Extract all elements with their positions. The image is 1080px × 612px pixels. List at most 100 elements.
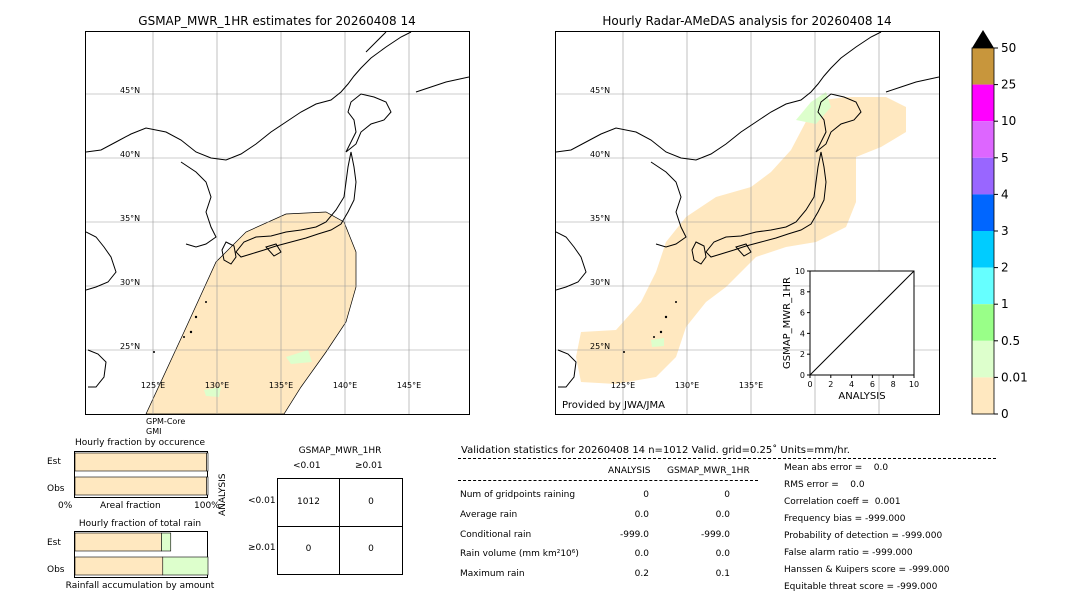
colorbar-tick-label: 2: [1001, 261, 1009, 275]
score-1: RMS error = 0.0: [784, 480, 865, 490]
rain-frac-bar-chart: [74, 531, 209, 578]
occ-bar-obs-rain: [74, 476, 207, 496]
scatter-inset: 0 2 4 6 8 10 0 2 4 6 8 10 ANALYSIS GSMAP_MWR_1HR: [782, 267, 919, 402]
left-lon-130: 130°E: [205, 381, 229, 390]
occ-xlabel: Areal fraction: [100, 501, 161, 511]
scatter-y-tick-label: 2: [800, 350, 805, 359]
vrow-1-gsmap: 0.0: [715, 510, 730, 520]
contingency-cell-01: 0: [368, 497, 374, 507]
vrow-2-analysis: -999.0: [619, 530, 649, 540]
scatter-x-tick-label: 8: [891, 380, 896, 389]
validation-col-analysis: ANALYSIS: [608, 466, 651, 476]
rain-frac-bar-est-moderate: [161, 532, 172, 552]
occ-tick-0: 0%: [58, 501, 73, 511]
right-lon-130: 130°E: [675, 381, 699, 390]
score-0: Mean abs error = 0.0: [784, 463, 889, 473]
right-rain-patch-north: [796, 92, 831, 124]
left-lat-30: 30°N: [120, 278, 140, 287]
right-lat-40: 40°N: [590, 150, 610, 159]
vrow-0-analysis: 0: [643, 490, 649, 500]
colorbar-segment: [972, 231, 994, 268]
colorbar-tick-label: 0.01: [1001, 370, 1028, 384]
vrow-1-analysis: 0.0: [634, 510, 649, 520]
colorbar-segments: [972, 48, 994, 414]
left-lat-labels: 45°N 40°N 35°N 30°N 25°N: [120, 86, 140, 351]
scatter-x-ticks: 0 2 4 6 8 10: [807, 375, 919, 389]
vrow-2-gsmap: -999.0: [700, 530, 730, 540]
scatter-x-tick-label: 4: [849, 380, 854, 389]
scatter-xlabel: ANALYSIS: [838, 391, 885, 402]
left-lat-40: 40°N: [120, 150, 140, 159]
colorbar-tick-label: 0.5: [1001, 334, 1020, 348]
vrow-2-label: Conditional rain: [460, 530, 532, 540]
rain-frac-obs-label: Obs: [47, 565, 65, 575]
validation-col-divider: [458, 480, 758, 481]
colorbar-segment: [972, 267, 994, 305]
rain-frac-frame: [74, 531, 208, 578]
colorbar-tick-label: 0: [1001, 407, 1009, 421]
occ-bar-chart: [74, 451, 209, 498]
sensor-line-1: GPM-Core: [146, 417, 186, 426]
score-5: False alarm ratio = -999.000: [784, 548, 913, 558]
scatter-ylabel: GSMAP_MWR_1HR: [782, 277, 793, 369]
colorbar-tick-label: 4: [1001, 187, 1009, 201]
score-7: Equitable threat score = -999.000: [784, 582, 938, 592]
colorbar-segment: [972, 84, 994, 122]
colorbar-tick-label: 10: [1001, 114, 1016, 128]
colorbar-over-arrow: [972, 30, 994, 48]
vrow-4-gsmap: 0.1: [715, 569, 730, 579]
left-rain-area: [145, 211, 357, 414]
contingency-cell-10: 0: [305, 544, 312, 554]
vrow-3-gsmap: 0.0: [715, 549, 730, 559]
rain-frac-est-label: Est: [47, 538, 61, 548]
left-lat-45: 45°N: [120, 86, 140, 95]
left-lon-labels: 125°E 130°E 135°E 140°E 145°E: [141, 381, 421, 390]
validation-col-gsmap: GSMAP_MWR_1HR: [667, 466, 750, 476]
rain-frac-bar-obs-light: [74, 556, 164, 576]
right-map-svg: 45°N 40°N 35°N 30°N 25°N 125°E 130°E 135…: [556, 32, 939, 414]
validation-divider: [458, 458, 996, 459]
occ-est-label: Est: [47, 457, 61, 467]
colorbar: 50 25 10 5 4 3 2 1 0.5 0.01 0: [971, 30, 1028, 421]
contingency-grid: 1012 0 0 0: [277, 478, 403, 575]
left-lon-145: 145°E: [397, 381, 421, 390]
colorbar-tick-label: 50: [1001, 41, 1016, 55]
left-islands: [153, 301, 207, 353]
right-lon-labels: 125°E 130°E 135°E: [611, 381, 763, 390]
scatter-x-tick-label: 10: [909, 380, 919, 389]
occ-tick-100: 100%: [194, 501, 220, 511]
right-lat-30: 30°N: [590, 278, 610, 287]
left-lon-135: 135°E: [269, 381, 293, 390]
score-3: Frequency bias = -999.000: [784, 514, 906, 524]
score-4: Probability of detection = -999.000: [784, 531, 943, 541]
vrow-0-label: Num of gridpoints raining: [460, 490, 576, 500]
validation-header: Validation statistics for 20260408 14 n=…: [461, 445, 850, 456]
right-lat-45: 45°N: [590, 86, 610, 95]
occ-title: Hourly fraction by occurence: [74, 438, 206, 448]
scatter-diagonal: [809, 270, 915, 376]
right-lat-labels: 45°N 40°N 35°N 30°N 25°N: [590, 86, 610, 351]
scatter-y-ticks: 0 2 4 6 8 10: [795, 267, 810, 380]
scatter-y-tick-label: 4: [800, 329, 805, 338]
left-grid: [86, 32, 469, 414]
contingency-cell-00: 1012: [297, 497, 320, 507]
colorbar-segment: [972, 377, 994, 414]
occ-bar-est-rain: [74, 452, 207, 472]
occ-frame: [74, 451, 208, 498]
left-lat-35: 35°N: [120, 214, 140, 223]
right-rain-patch-south: [651, 338, 664, 347]
contingency-row-axis: ANALYSIS: [218, 473, 228, 516]
rain-frac-title: Hourly fraction of total rain: [78, 519, 202, 529]
right-rain-area: [576, 97, 906, 384]
right-coastline: [556, 32, 939, 388]
occ-bar-obs-no-rain: [206, 476, 209, 496]
right-lat-25: 25°N: [590, 342, 610, 351]
occ-obs-label: Obs: [47, 484, 65, 494]
left-map-title: GSMAP_MWR_1HR estimates for 20260408 14: [138, 14, 416, 28]
colorbar-ticks: 50 25 10 5 4 3 2 1 0.5 0.01 0: [994, 41, 1028, 421]
right-map-panel: 45°N 40°N 35°N 30°N 25°N 125°E 130°E 135…: [555, 31, 940, 415]
contingency-col-ge: ≥0.01: [355, 461, 383, 471]
score-6: Hanssen & Kuipers score = -999.000: [784, 565, 950, 575]
contingency-row-ge: ≥0.01: [248, 543, 276, 553]
rain-frac-bar-obs-moderate: [162, 556, 209, 576]
